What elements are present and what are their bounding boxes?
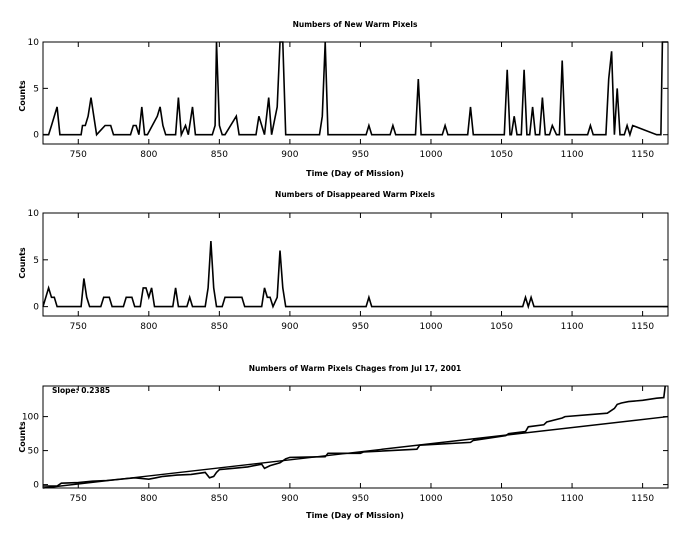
plot-frame xyxy=(42,41,669,145)
y-tick-label: 0 xyxy=(33,131,39,141)
y-axis-label: Counts xyxy=(18,247,27,279)
y-tick-label: 0 xyxy=(33,303,39,313)
x-tick-label: 850 xyxy=(211,322,228,332)
y-tick-label: 100 xyxy=(22,413,39,423)
x-tick-label: 1050 xyxy=(490,494,513,504)
x-tick-label: 1050 xyxy=(490,322,513,332)
x-axis-label: Time (Day of Mission) xyxy=(306,511,404,520)
plot-frame xyxy=(42,385,669,489)
y-tick-label: 10 xyxy=(28,209,40,219)
x-tick-label: 900 xyxy=(281,150,298,160)
tick-group: 750 800 850 900 950 1000 1050 1100 1150 0 50 100 xyxy=(22,386,668,504)
x-tick-label: 950 xyxy=(352,150,369,160)
y-axis-label: Counts xyxy=(18,421,27,453)
warm-pixel-changes-panel: Numbers of Warm Pixels Chages from Jul 1… xyxy=(18,364,669,520)
chart-title: Numbers of New Warm Pixels xyxy=(293,20,418,29)
y-tick-label: 0 xyxy=(33,481,39,491)
x-tick-label: 800 xyxy=(140,322,157,332)
y-axis-label: Counts xyxy=(18,80,27,112)
x-tick-label: 1100 xyxy=(561,322,584,332)
x-tick-label: 1100 xyxy=(561,150,584,160)
x-tick-label: 850 xyxy=(211,494,228,504)
x-tick-label: 800 xyxy=(140,150,157,160)
chart-title: Numbers of Disappeared Warm Pixels xyxy=(275,190,435,199)
x-tick-label: 750 xyxy=(70,150,87,160)
new-warm-pixels-panel: Numbers of New Warm Pixels 750 800 850 900 9… xyxy=(18,20,669,178)
x-tick-label: 950 xyxy=(352,494,369,504)
y-tick-label: 50 xyxy=(28,447,40,457)
chart-title: Numbers of Warm Pixels Chages from Jul 1… xyxy=(249,364,462,373)
x-tick-label: 1000 xyxy=(420,150,443,160)
tick-group: 750 800 850 900 950 1000 1050 1100 1150 0 5 10 xyxy=(28,38,668,160)
cumulative-series-line xyxy=(43,385,666,487)
slope-annotation: Slope: 0.2385 xyxy=(52,386,110,395)
x-tick-label: 750 xyxy=(70,322,87,332)
x-axis-label: Time (Day of Mission) xyxy=(306,169,404,178)
x-tick-label: 850 xyxy=(211,150,228,160)
series-line xyxy=(43,41,668,138)
x-tick-label: 950 xyxy=(352,322,369,332)
series-line xyxy=(42,241,668,310)
x-tick-label: 1150 xyxy=(631,322,654,332)
x-tick-label: 900 xyxy=(281,494,298,504)
fit-line xyxy=(42,415,669,489)
y-tick-label: 10 xyxy=(28,38,40,48)
x-tick-label: 1100 xyxy=(561,494,584,504)
x-tick-label: 800 xyxy=(140,494,157,504)
tick-group: 750 800 850 900 950 1000 1050 1100 1150 0 5 10 xyxy=(28,209,668,332)
x-tick-label: 900 xyxy=(281,322,298,332)
y-tick-label: 5 xyxy=(33,84,39,94)
x-tick-label: 1050 xyxy=(490,150,513,160)
y-tick-label: 5 xyxy=(33,256,39,266)
x-tick-label: 1150 xyxy=(631,494,654,504)
plot-frame xyxy=(42,212,669,317)
x-tick-label: 1000 xyxy=(420,322,443,332)
x-tick-label: 1000 xyxy=(420,494,443,504)
x-tick-label: 750 xyxy=(70,494,87,504)
disappeared-warm-pixels-panel: Numbers of Disappeared Warm Pixels 750 80… xyxy=(18,190,669,332)
x-tick-label: 1150 xyxy=(631,150,654,160)
